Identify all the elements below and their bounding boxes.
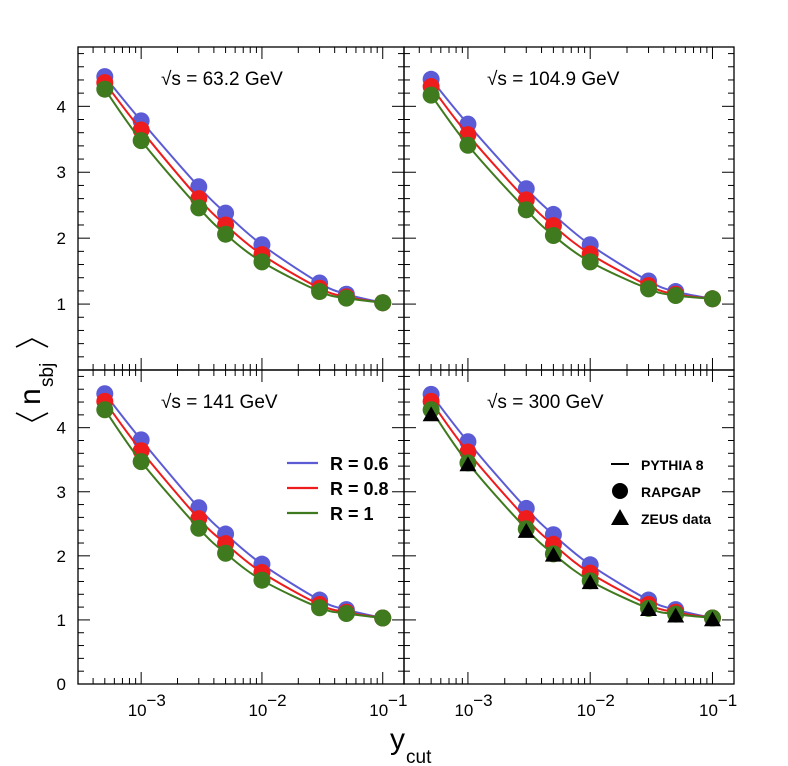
x-axis-title-sub: cut xyxy=(406,747,432,766)
panel-frame xyxy=(403,369,735,685)
data-point xyxy=(190,199,208,217)
data-point xyxy=(422,86,440,104)
x-tick-exponent: −3 xyxy=(473,691,492,710)
data-point xyxy=(311,283,329,301)
zeus-data-point xyxy=(703,611,721,627)
legend-triangle-icon xyxy=(611,509,629,525)
x-tick-label: 10 xyxy=(577,701,596,720)
x-tick-exponent: −2 xyxy=(596,691,615,710)
legend-label-1: R = 0.6 xyxy=(330,454,389,474)
zeus-data-point xyxy=(517,522,535,538)
right-angle-bracket xyxy=(15,338,49,348)
x-tick-label: 10 xyxy=(128,701,147,720)
legend-circle-icon xyxy=(612,483,628,499)
legend-model-label-2: RAPGAP xyxy=(641,484,701,500)
x-axis-title: y xyxy=(390,723,405,756)
panel-title: √s = 141 GeV xyxy=(161,392,278,413)
zeus-data-point xyxy=(667,607,685,623)
panel-1: √s = 63.2 GeV xyxy=(77,46,405,371)
x-tick-label: 10 xyxy=(369,701,388,720)
panel-frame xyxy=(77,369,405,685)
y-axis-title-sub: sbj xyxy=(37,363,58,387)
left-angle-bracket xyxy=(15,412,49,422)
data-point xyxy=(374,294,392,312)
zeus-data-point xyxy=(581,574,599,590)
data-point xyxy=(337,605,355,623)
data-point xyxy=(640,280,658,298)
data-point xyxy=(217,225,235,243)
panel-title: √s = 63.2 GeV xyxy=(161,69,283,90)
panel-title: √s = 104.9 GeV xyxy=(487,69,620,90)
data-point xyxy=(311,599,329,617)
y-tick-label: 1 xyxy=(57,611,66,630)
x-tick-exponent: −3 xyxy=(146,691,165,710)
panel-title: √s = 300 GeV xyxy=(487,392,604,413)
y-tick-label: 2 xyxy=(57,547,66,566)
y-tick-label: 3 xyxy=(57,483,66,502)
x-tick-exponent: −1 xyxy=(388,691,407,710)
zeus-data-point xyxy=(544,546,562,562)
data-point xyxy=(517,201,535,219)
x-tick-label: 10 xyxy=(699,701,718,720)
panel-frame xyxy=(403,46,735,371)
legend-label-2: R = 0.8 xyxy=(330,479,389,499)
data-point xyxy=(132,132,150,150)
data-point xyxy=(703,290,721,308)
y-tick-label: 4 xyxy=(57,97,66,116)
data-point xyxy=(217,204,235,222)
data-point xyxy=(253,253,271,271)
y-tick-label: 3 xyxy=(57,163,66,182)
y-tick-label: 1 xyxy=(57,295,66,314)
panel-2: √s = 104.9 GeV xyxy=(403,46,735,371)
x-tick-label: 10 xyxy=(454,701,473,720)
data-point xyxy=(190,178,208,196)
data-point xyxy=(132,453,150,471)
data-point xyxy=(96,80,114,98)
panel-frame xyxy=(77,46,405,371)
data-point xyxy=(337,289,355,307)
y-tick-label: 4 xyxy=(57,419,66,438)
data-point xyxy=(374,609,392,627)
legend-model-label-1: PYTHIA 8 xyxy=(641,457,704,473)
legend-label-3: R = 1 xyxy=(330,504,374,524)
y-axis-title-main: n xyxy=(14,388,47,405)
series-line-r-0-6 xyxy=(430,393,713,619)
legend-model-label-3: ZEUS data xyxy=(641,511,711,527)
data-point xyxy=(667,287,685,305)
zeus-data-point xyxy=(422,406,440,422)
series-line-r-0-6 xyxy=(430,78,713,300)
data-point xyxy=(253,571,271,589)
series-line-r-0-8 xyxy=(430,400,713,619)
panel-3: √s = 141 GeV xyxy=(77,369,405,685)
x-tick-exponent: −2 xyxy=(267,691,286,710)
x-tick-label: 10 xyxy=(248,701,267,720)
data-point xyxy=(459,136,477,154)
y-tick-label: 2 xyxy=(57,229,66,248)
zeus-data-point xyxy=(640,601,658,617)
data-point xyxy=(190,519,208,537)
zeus-data-point xyxy=(459,456,477,472)
data-point xyxy=(217,544,235,562)
panel-4: √s = 300 GeV xyxy=(403,369,735,685)
data-point xyxy=(544,227,562,245)
data-point xyxy=(581,253,599,271)
y-tick-label: 0 xyxy=(57,675,66,694)
series-line-r-0-6 xyxy=(104,76,383,304)
x-tick-exponent: −1 xyxy=(718,691,737,710)
data-point xyxy=(96,401,114,419)
